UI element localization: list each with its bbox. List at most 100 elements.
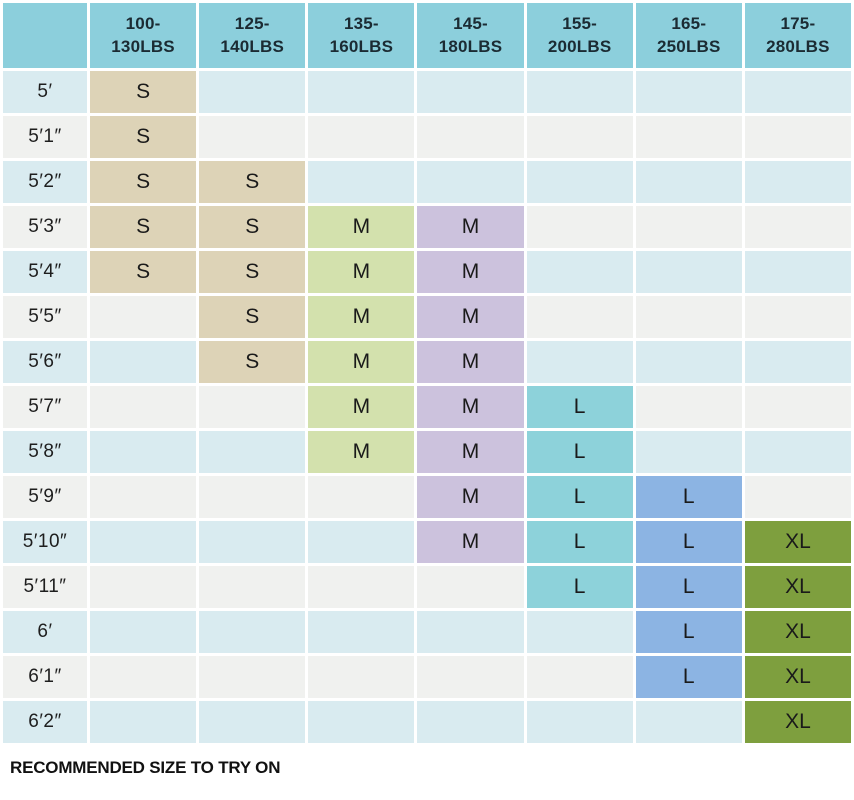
- height-label: 5′: [3, 71, 87, 113]
- size-cell: S: [199, 296, 306, 338]
- weight-range-header: 165- 250LBS: [635, 3, 742, 68]
- size-cell: M: [308, 296, 415, 338]
- empty-cell: [199, 71, 306, 113]
- size-cell: S: [199, 206, 306, 248]
- height-label: 5′1″: [3, 116, 87, 158]
- empty-cell: [90, 431, 197, 473]
- size-cell: M: [417, 431, 524, 473]
- empty-cell: [90, 386, 197, 428]
- empty-cell: [90, 341, 197, 383]
- size-cell: S: [199, 341, 306, 383]
- height-label: 6′: [3, 611, 87, 653]
- empty-cell: [526, 296, 633, 338]
- size-cell: S: [90, 206, 197, 248]
- corner-cell: [3, 3, 87, 68]
- empty-cell: [308, 566, 415, 608]
- size-cell: M: [417, 386, 524, 428]
- weight-range-header: 155- 200LBS: [526, 3, 633, 68]
- empty-cell: [744, 386, 851, 428]
- empty-cell: [199, 116, 306, 158]
- size-cell: M: [417, 206, 524, 248]
- size-cell: S: [90, 71, 197, 113]
- empty-cell: [526, 611, 633, 653]
- size-cell: L: [526, 521, 633, 563]
- empty-cell: [199, 566, 306, 608]
- weight-range-header: 125- 140LBS: [199, 3, 306, 68]
- table-row: 5′3″ S S M M: [3, 206, 851, 248]
- empty-cell: [635, 206, 742, 248]
- empty-cell: [417, 701, 524, 743]
- size-cell: L: [526, 386, 633, 428]
- table-row: 5′1″ S: [3, 116, 851, 158]
- table-row: 5′11″ L L XL: [3, 566, 851, 608]
- empty-cell: [90, 701, 197, 743]
- size-cell: XL: [744, 611, 851, 653]
- size-cell: XL: [744, 566, 851, 608]
- height-label: 5′11″: [3, 566, 87, 608]
- height-label: 6′2″: [3, 701, 87, 743]
- recommendation-note: RECOMMENDED SIZE TO TRY ON: [10, 758, 281, 777]
- empty-cell: [744, 251, 851, 293]
- size-cell: L: [526, 431, 633, 473]
- empty-cell: [635, 296, 742, 338]
- empty-cell: [417, 611, 524, 653]
- size-cell: L: [526, 476, 633, 518]
- weight-range-header: 100- 130LBS: [90, 3, 197, 68]
- empty-cell: [744, 206, 851, 248]
- empty-cell: [90, 656, 197, 698]
- empty-cell: [308, 116, 415, 158]
- empty-cell: [526, 656, 633, 698]
- size-cell: M: [308, 251, 415, 293]
- size-cell: M: [308, 386, 415, 428]
- empty-cell: [635, 116, 742, 158]
- size-cell: S: [199, 161, 306, 203]
- height-label: 5′3″: [3, 206, 87, 248]
- empty-cell: [417, 71, 524, 113]
- empty-cell: [90, 566, 197, 608]
- table-row: 6′ L XL: [3, 611, 851, 653]
- size-cell: M: [417, 341, 524, 383]
- empty-cell: [526, 206, 633, 248]
- empty-cell: [417, 566, 524, 608]
- table-row: 5′9″ M L L: [3, 476, 851, 518]
- size-cell: M: [308, 341, 415, 383]
- empty-cell: [744, 161, 851, 203]
- table-row: 6′2″ XL: [3, 701, 851, 743]
- empty-cell: [635, 341, 742, 383]
- empty-cell: [744, 341, 851, 383]
- empty-cell: [90, 476, 197, 518]
- empty-cell: [199, 611, 306, 653]
- empty-cell: [90, 611, 197, 653]
- table-row: 5′8″ M M L: [3, 431, 851, 473]
- empty-cell: [199, 521, 306, 563]
- size-cell: L: [635, 521, 742, 563]
- empty-cell: [526, 701, 633, 743]
- empty-cell: [526, 116, 633, 158]
- height-label: 5′9″: [3, 476, 87, 518]
- table-row: 5′7″ M M L: [3, 386, 851, 428]
- height-label: 6′1″: [3, 656, 87, 698]
- height-label: 5′6″: [3, 341, 87, 383]
- empty-cell: [526, 71, 633, 113]
- empty-cell: [90, 296, 197, 338]
- size-chart-table: 100- 130LBS 125- 140LBS 135- 160LBS 145- 18…: [3, 3, 851, 743]
- weight-header-row: 100- 130LBS 125- 140LBS 135- 160LBS 145- 18…: [3, 3, 851, 68]
- table-row: 5′5″ S M M: [3, 296, 851, 338]
- empty-cell: [308, 476, 415, 518]
- empty-cell: [90, 521, 197, 563]
- empty-cell: [744, 431, 851, 473]
- size-cell: M: [417, 251, 524, 293]
- empty-cell: [308, 701, 415, 743]
- empty-cell: [635, 251, 742, 293]
- size-cell: S: [90, 161, 197, 203]
- weight-range-header: 175- 280LBS: [744, 3, 851, 68]
- empty-cell: [744, 296, 851, 338]
- size-cell: L: [635, 611, 742, 653]
- empty-cell: [635, 161, 742, 203]
- size-cell: L: [635, 476, 742, 518]
- size-cell: M: [417, 521, 524, 563]
- size-cell: M: [417, 476, 524, 518]
- height-label: 5′10″: [3, 521, 87, 563]
- empty-cell: [308, 611, 415, 653]
- size-cell: S: [199, 251, 306, 293]
